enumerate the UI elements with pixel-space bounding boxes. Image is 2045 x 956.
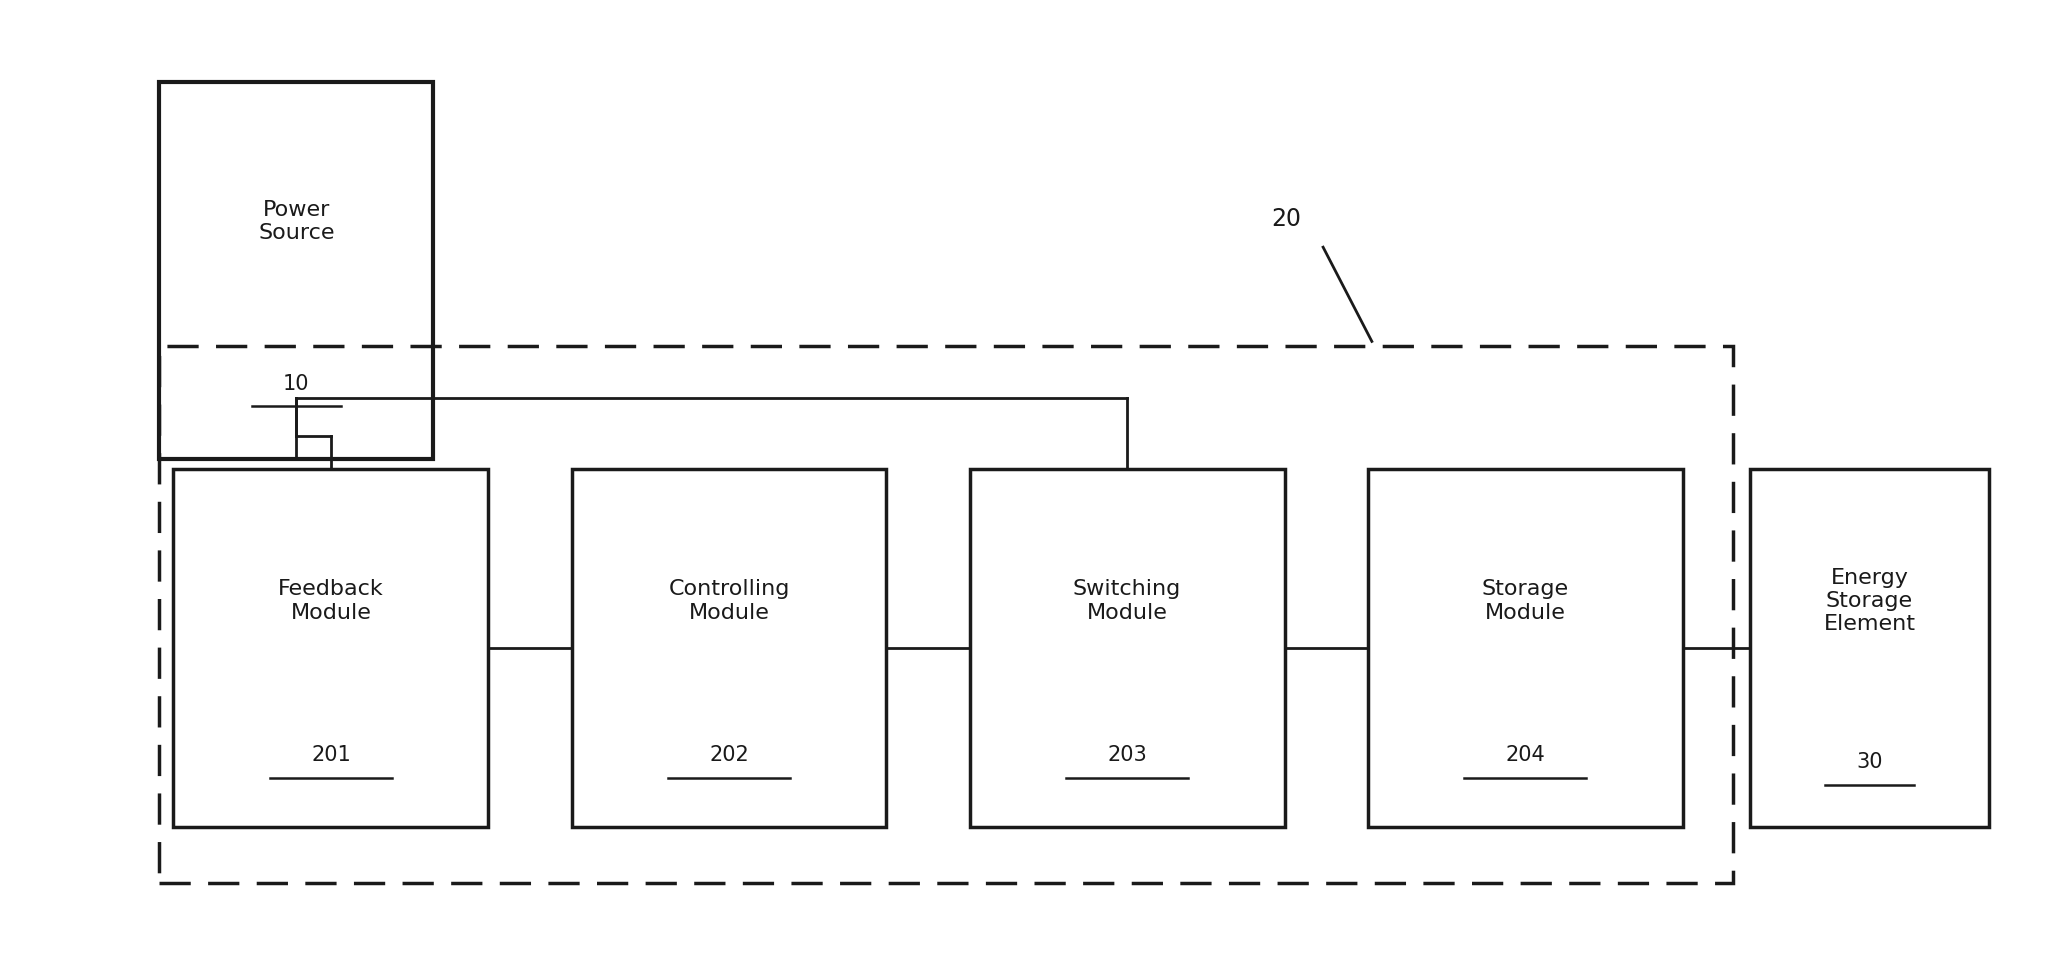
Text: 20: 20: [1272, 206, 1301, 231]
Text: Controlling
Module: Controlling Module: [669, 579, 789, 622]
Text: 204: 204: [1505, 745, 1546, 765]
Text: 203: 203: [1106, 745, 1147, 765]
Text: 201: 201: [311, 745, 352, 765]
Text: 202: 202: [710, 745, 748, 765]
Text: Storage
Module: Storage Module: [1483, 579, 1569, 622]
Text: Feedback
Module: Feedback Module: [278, 579, 384, 622]
Text: Power
Source: Power Source: [258, 200, 335, 244]
Text: Switching
Module: Switching Module: [1074, 579, 1182, 622]
Text: 30: 30: [1857, 752, 1883, 772]
Text: 10: 10: [282, 374, 309, 394]
Text: Energy
Storage
Element: Energy Storage Element: [1824, 568, 1916, 634]
